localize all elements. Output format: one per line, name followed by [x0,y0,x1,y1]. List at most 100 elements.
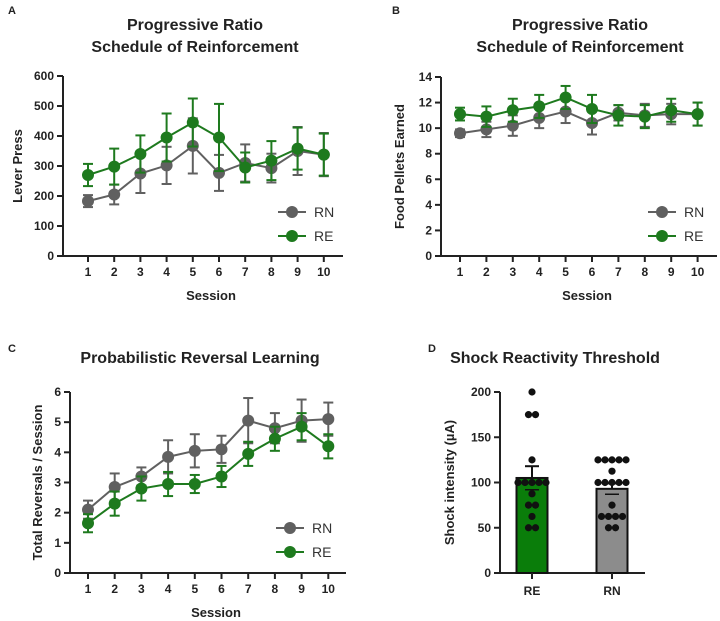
x-tick-label: 9 [294,265,301,279]
data-point [454,108,466,121]
chart-title: Probabilistic Reversal Learning [80,350,319,367]
individual-point [594,478,602,487]
x-tick-label: 4 [536,265,543,279]
individual-point [528,478,536,487]
series-line [87,418,329,511]
data-point [188,444,201,457]
data-point [265,154,278,167]
x-tick-label: 3 [137,265,144,279]
data-point [559,91,572,104]
data-point [322,413,335,426]
individual-point [542,478,550,487]
series-line [459,96,698,118]
data-point [188,478,201,491]
x-tick-label: 9 [298,582,305,596]
individual-point [604,524,613,532]
data-point [291,142,304,155]
individual-point [608,478,616,487]
individual-point [611,524,620,532]
individual-point [622,478,630,487]
data-point [82,517,94,530]
panel-d: D Shock Reactivity Threshold 0 50 100 150 200 S… [428,343,660,598]
legend-item-re: RE [278,228,333,244]
y-axis-label: Total Reversals / Session [30,405,45,561]
y-tick-label: 0 [425,249,432,263]
individual-point [618,512,627,521]
x-axis-label: Session [562,288,612,303]
y-tick-label: 2 [425,223,432,237]
panel-letter: B [392,5,400,17]
data-point [160,131,173,144]
y-tick-label: 200 [34,189,54,203]
legend-item-rn: RN [648,204,704,220]
legend-label: RE [684,228,703,244]
x-tick-label: RN [603,584,620,598]
legend-marker [656,230,668,242]
series-line [87,425,329,525]
y-tick-label: 400 [34,129,54,143]
x-tick-label: 1 [85,265,92,279]
data-point [108,188,121,201]
y-tick-label: 14 [419,70,433,84]
data-point [135,482,148,495]
data-point [239,161,252,174]
y-tick-label: 1 [54,536,61,550]
data-point [454,127,466,140]
individual-point [531,411,540,419]
x-tick-label: 6 [589,265,596,279]
x-tick-label: 2 [111,582,118,596]
data-point [215,443,228,456]
y-tick-label: 100 [34,219,54,233]
x-tick-label: 1 [85,582,92,596]
x-tick-label: 10 [322,582,336,596]
y-tick-label: 200 [471,385,491,399]
series-line [87,121,325,176]
y-tick-label: 300 [34,159,54,173]
y-tick-label: 600 [34,69,54,83]
legend-marker [286,206,298,218]
y-tick-label: 500 [34,99,54,113]
individual-point [594,456,602,464]
data-point [638,110,651,123]
x-tick-label: 2 [111,265,118,279]
data-point [162,450,175,463]
data-point [612,109,625,122]
x-tick-label: 5 [191,582,198,596]
individual-point [601,456,609,464]
individual-point [528,490,536,498]
x-tick-label: 4 [163,265,170,279]
legend-marker [284,546,296,558]
panel-letter: D [428,343,436,355]
y-tick-label: 6 [425,172,432,186]
x-axis-label: Session [191,605,241,620]
data-point [322,440,335,453]
data-point [82,503,94,516]
x-tick-label: 9 [668,265,675,279]
x-tick-label: 8 [641,265,648,279]
data-point [242,414,255,427]
individual-point [622,456,630,464]
chart-title: Schedule of Reinforcement [476,39,684,56]
x-tick-label: 1 [457,265,464,279]
legend-item-re: RE [276,544,331,560]
x-tick-label: 10 [317,265,331,279]
data-point [82,169,94,181]
legend-label: RN [312,520,332,536]
individual-point [597,512,606,521]
individual-point [528,388,536,396]
individual-point [615,478,623,487]
y-tick-label: 10 [419,121,433,135]
series-rn [82,117,330,209]
panel-a: A Progressive Ratio Schedule of Reinforcem… [8,5,343,303]
y-tick-label: 50 [478,521,492,535]
individual-point [514,478,522,487]
panel-letter: A [8,5,16,17]
y-axis-label: Shock intensity (µA) [442,420,457,545]
data-point [186,116,199,129]
data-point [213,166,225,179]
data-point [242,447,255,460]
data-point [213,131,225,144]
series-line [459,110,698,135]
data-point [134,148,147,160]
